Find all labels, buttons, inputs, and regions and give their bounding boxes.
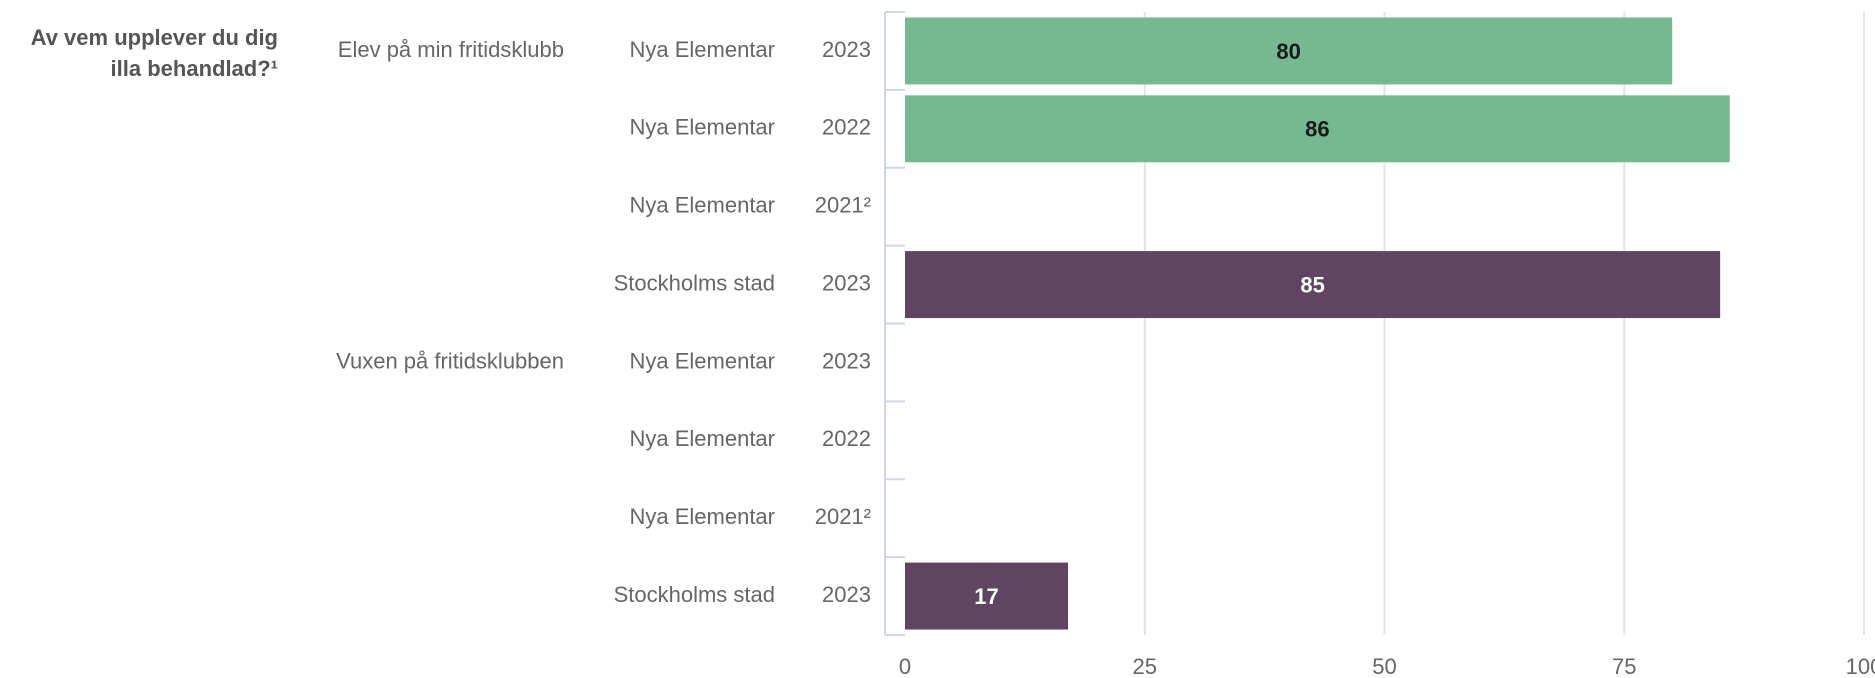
group-label: Vuxen på fritidsklubben [336,348,564,373]
year-label: 2022 [822,115,871,140]
unit-label: Stockholms stad [614,270,775,295]
bar [905,17,1673,85]
unit-label: Nya Elementar [629,426,775,451]
bar [905,251,1721,319]
bar [905,562,1069,630]
group-label: Elev på min fritidsklubb [338,37,564,62]
unit-label: Nya Elementar [629,37,775,62]
unit-label: Nya Elementar [629,115,775,140]
unit-label: Stockholms stad [614,582,775,607]
value-label: 80 [1276,39,1300,64]
unit-label: Nya Elementar [629,348,775,373]
value-label: 85 [1300,272,1324,297]
value-label: 17 [974,584,998,609]
year-label: 2022 [822,426,871,451]
x-tick-label: 0 [899,654,911,678]
year-label: 2023 [822,582,871,607]
x-tick-label: 50 [1372,654,1396,678]
chart-title: Av vem upplever du dig illa behandlad?¹ [30,25,278,81]
year-label: 2023 [822,270,871,295]
x-tick-label: 75 [1612,654,1636,678]
x-tick-label: 25 [1133,654,1157,678]
year-label: 2021² [815,504,871,529]
year-label: 2021² [815,193,871,218]
value-label: 86 [1305,117,1329,142]
unit-label: Nya Elementar [629,504,775,529]
year-label: 2023 [822,348,871,373]
bar [905,95,1730,163]
year-label: 2023 [822,37,871,62]
x-tick-label: 100 [1846,654,1875,678]
unit-label: Nya Elementar [629,193,775,218]
